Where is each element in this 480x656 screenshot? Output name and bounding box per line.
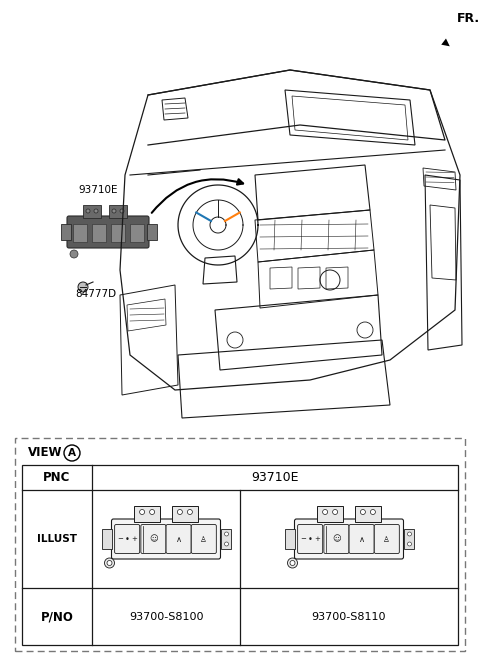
- FancyBboxPatch shape: [295, 519, 404, 559]
- Circle shape: [150, 510, 155, 514]
- Circle shape: [288, 558, 298, 568]
- Bar: [111, 224, 125, 242]
- Bar: [61, 224, 71, 240]
- Circle shape: [371, 510, 375, 514]
- Bar: [355, 506, 381, 522]
- Bar: [22, 465, 458, 645]
- Circle shape: [112, 209, 116, 213]
- Circle shape: [70, 250, 78, 258]
- Circle shape: [408, 532, 411, 536]
- FancyBboxPatch shape: [324, 525, 349, 554]
- Bar: [172, 506, 198, 522]
- Text: +: +: [314, 536, 320, 542]
- Text: •: •: [125, 535, 130, 544]
- Bar: [130, 224, 144, 242]
- Circle shape: [333, 510, 337, 514]
- Text: +: +: [131, 536, 137, 542]
- Bar: [404, 529, 413, 549]
- FancyBboxPatch shape: [111, 519, 220, 559]
- Circle shape: [225, 532, 228, 536]
- Circle shape: [290, 560, 295, 565]
- Bar: [101, 529, 111, 549]
- Text: 93710E: 93710E: [78, 185, 118, 195]
- FancyBboxPatch shape: [166, 525, 191, 554]
- Polygon shape: [203, 256, 237, 284]
- Text: −: −: [117, 536, 123, 542]
- Bar: [285, 529, 295, 549]
- Bar: [317, 506, 343, 522]
- Text: PNC: PNC: [43, 471, 71, 484]
- Circle shape: [187, 510, 192, 514]
- Circle shape: [86, 209, 90, 213]
- FancyBboxPatch shape: [191, 525, 216, 554]
- Text: 84777D: 84777D: [75, 289, 116, 299]
- Bar: [147, 224, 157, 240]
- Text: A: A: [68, 448, 76, 458]
- Text: ♙: ♙: [384, 535, 390, 544]
- Circle shape: [120, 209, 124, 213]
- Bar: [92, 224, 106, 242]
- FancyBboxPatch shape: [374, 525, 399, 554]
- Text: P/NO: P/NO: [41, 610, 73, 623]
- Bar: [73, 224, 87, 242]
- Bar: [220, 529, 230, 549]
- Bar: [15, 438, 465, 651]
- Circle shape: [94, 209, 98, 213]
- Text: ILLUST: ILLUST: [37, 534, 77, 544]
- FancyBboxPatch shape: [115, 525, 140, 554]
- Bar: [134, 506, 160, 522]
- Bar: [109, 205, 127, 218]
- Text: 93710E: 93710E: [251, 471, 299, 484]
- Circle shape: [107, 560, 112, 565]
- Circle shape: [323, 510, 327, 514]
- Circle shape: [78, 282, 88, 292]
- Text: ☺: ☺: [149, 535, 158, 544]
- Text: ♙: ♙: [200, 535, 207, 544]
- Text: 93700-S8100: 93700-S8100: [129, 611, 203, 621]
- Text: 93700-S8110: 93700-S8110: [312, 611, 386, 621]
- Text: −: −: [300, 536, 306, 542]
- FancyBboxPatch shape: [349, 525, 374, 554]
- Text: FR.: FR.: [457, 12, 480, 24]
- Text: •: •: [308, 535, 312, 544]
- FancyBboxPatch shape: [141, 525, 166, 554]
- FancyBboxPatch shape: [67, 216, 149, 248]
- Text: ∧: ∧: [176, 535, 181, 544]
- Text: VIEW: VIEW: [28, 447, 62, 459]
- Circle shape: [360, 510, 365, 514]
- FancyBboxPatch shape: [298, 525, 323, 554]
- Bar: [83, 205, 101, 218]
- Circle shape: [408, 542, 411, 546]
- Circle shape: [225, 542, 228, 546]
- Circle shape: [178, 510, 182, 514]
- Circle shape: [140, 510, 144, 514]
- Text: ☺: ☺: [332, 535, 341, 544]
- Text: ∧: ∧: [359, 535, 365, 544]
- Circle shape: [105, 558, 115, 568]
